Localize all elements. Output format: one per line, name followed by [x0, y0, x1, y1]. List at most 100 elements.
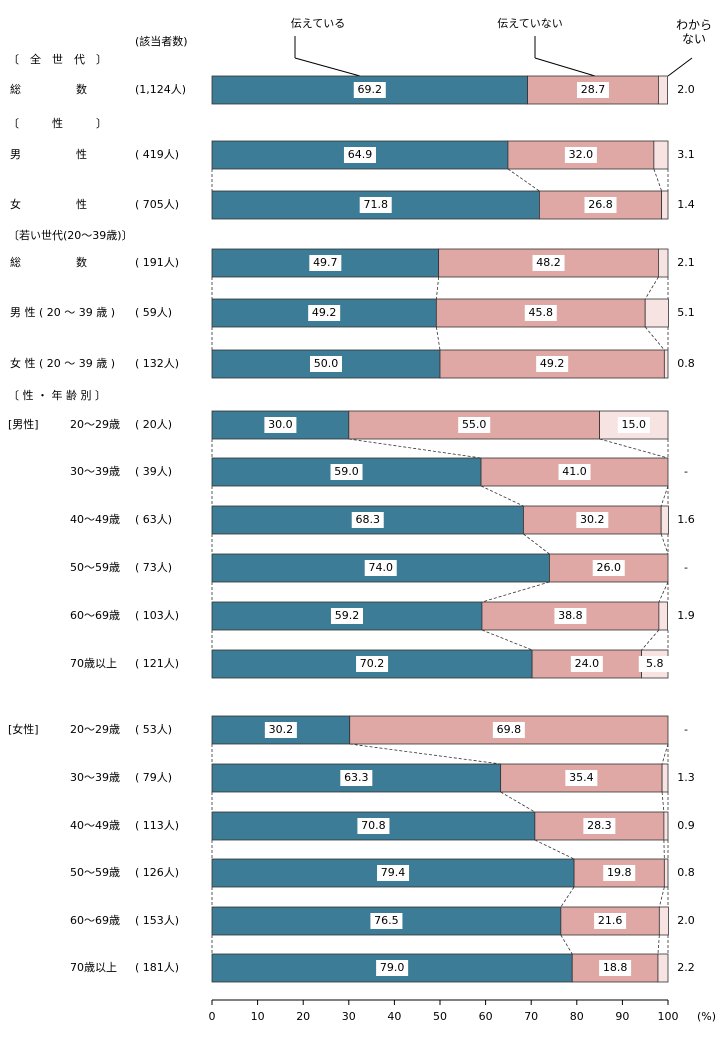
value-label: 59.0 [334, 465, 359, 478]
label-box [364, 560, 397, 576]
value-label: 2.0 [677, 83, 695, 96]
connector [641, 629, 660, 651]
label-box [309, 255, 342, 271]
label-box [592, 560, 625, 576]
bar-segment [663, 811, 669, 841]
label-box [564, 147, 597, 163]
value-label: - [684, 561, 688, 574]
x-tick-label: 50 [433, 1010, 447, 1023]
category-label: 60～69歳 [70, 609, 120, 622]
x-tick-label: 90 [615, 1010, 629, 1023]
value-label: 21.6 [598, 914, 623, 927]
value-label: 0.8 [677, 866, 695, 879]
legend-leader [667, 57, 693, 77]
label-box [492, 722, 525, 738]
x-tick-label: 30 [342, 1010, 356, 1023]
category-label: 40～49歳 [70, 513, 120, 526]
value-label: 48.2 [536, 256, 561, 269]
value-label: 30.2 [580, 513, 605, 526]
value-label: 0.8 [677, 357, 695, 370]
value-label: 3.1 [677, 148, 695, 161]
count-label: ( 20人) [135, 418, 172, 431]
value-label: 79.4 [381, 866, 406, 879]
label-box [576, 512, 609, 528]
category-label: 総 数 [10, 255, 87, 269]
value-label: 30.0 [268, 418, 293, 431]
section-label: 〔若い世代(20～39歳)〕 [8, 229, 133, 242]
count-label: ( 73人) [135, 561, 172, 574]
label-box [617, 417, 650, 433]
bar-segment [657, 953, 669, 983]
label-box [565, 770, 598, 786]
label-box [264, 722, 297, 738]
label-box [330, 464, 363, 480]
category-label: 男 性 ( 20 ～ 39 歳 ) [10, 305, 115, 319]
value-label: 28.7 [581, 83, 606, 96]
value-label: 15.0 [622, 418, 647, 431]
bar-segment [663, 858, 669, 888]
connector [661, 743, 669, 765]
value-label: 28.3 [587, 819, 612, 832]
connector [507, 168, 540, 192]
label-box [638, 656, 671, 672]
count-label: ( 153人) [135, 914, 179, 927]
label-box [584, 197, 617, 213]
label-box [458, 417, 491, 433]
category-label: 女 性 [10, 197, 87, 211]
value-label: 49.2 [312, 306, 337, 319]
count-label: ( 103人) [135, 609, 179, 622]
value-label: 71.8 [363, 198, 388, 211]
category-label: 50～59歳 [70, 561, 120, 574]
value-label: 79.0 [380, 961, 405, 974]
value-label: 30.2 [269, 723, 294, 736]
count-label: ( 191人) [135, 256, 179, 269]
x-tick-label: 20 [296, 1010, 310, 1023]
count-label: ( 121人) [135, 657, 179, 670]
legend-label: 伝えていない [497, 17, 562, 30]
x-tick-label: 40 [387, 1010, 401, 1023]
connector [658, 886, 665, 908]
value-label: 1.3 [677, 771, 695, 784]
count-label: ( 181人) [135, 961, 179, 974]
value-label: - [684, 465, 688, 478]
bar-segment [658, 906, 669, 936]
value-label: 1.6 [677, 513, 695, 526]
connector [435, 276, 440, 300]
x-tick-label: 60 [479, 1010, 493, 1023]
value-label: 18.8 [603, 961, 628, 974]
count-label: (1,124人) [135, 83, 186, 96]
legend-label: 伝えている [291, 17, 345, 30]
connector [435, 326, 441, 351]
connector [653, 168, 662, 192]
x-unit: (%) [697, 1010, 716, 1023]
value-label: 69.8 [497, 723, 522, 736]
label-box [377, 865, 410, 881]
value-label: 35.4 [569, 771, 594, 784]
bar-segment [660, 505, 669, 535]
value-label: 1.4 [677, 198, 695, 211]
count-header: (該当者数) [135, 34, 188, 48]
category-label: 60～69歳 [70, 914, 120, 927]
label-box [353, 82, 386, 98]
label-box [376, 960, 409, 976]
value-label: 76.5 [374, 914, 399, 927]
label-box [310, 356, 342, 372]
category-label: 総 数 [10, 82, 87, 96]
label-box [576, 82, 609, 98]
x-tick-label: 80 [570, 1010, 584, 1023]
value-label: 0.9 [677, 819, 695, 832]
category-label: 50～59歳 [70, 866, 120, 879]
value-label: 49.2 [540, 357, 565, 370]
label-box [536, 356, 569, 372]
label-box [357, 818, 390, 834]
connector [500, 791, 536, 813]
value-label: 41.0 [562, 465, 587, 478]
label-box [594, 913, 627, 929]
group-label: [女性] [8, 722, 39, 736]
category-label: 20～29歳 [70, 723, 120, 736]
label-box [599, 960, 632, 976]
count-label: ( 132人) [135, 357, 179, 370]
category-label: 30～39歳 [70, 771, 120, 784]
count-label: ( 53人) [135, 723, 172, 736]
